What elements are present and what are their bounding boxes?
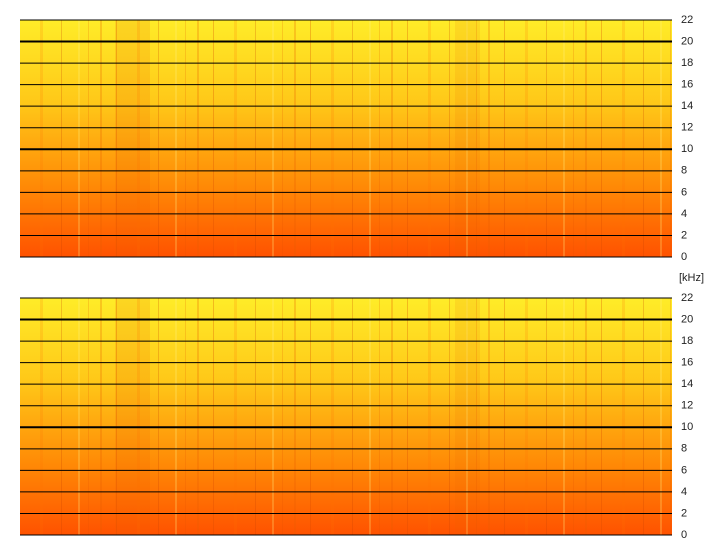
y-tick-label: 10 [681,143,693,155]
y-tick-label: 12 [681,122,693,134]
y-axis-label: [kHz] [679,272,704,284]
y-tick-label: 22 [681,292,693,304]
y-tick-label: 2 [681,229,687,241]
y-tick-label: 20 [681,313,693,325]
y-tick-label: 4 [681,208,687,220]
y-tick-label: 18 [681,335,693,347]
y-tick-label: 18 [681,57,693,69]
spectrogram-texture [20,298,672,535]
y-tick-label: 14 [681,100,693,112]
y-tick-label: 22 [681,14,693,26]
y-tick-label: 6 [681,464,687,476]
y-tick-label: 0 [681,251,687,263]
y-tick-label: 8 [681,165,687,177]
spectrogram-band [455,20,480,257]
y-tick-label: 16 [681,79,693,91]
y-tick-label: 16 [681,357,693,369]
spectrogram-band [115,298,150,535]
spectrogram-band [115,20,150,257]
y-tick-label: 2 [681,507,687,519]
y-tick-label: 12 [681,400,693,412]
y-tick-label: 20 [681,35,693,47]
spectrogram-band [455,298,480,535]
spectrogram-texture [20,20,672,257]
y-tick-label: 4 [681,486,687,498]
y-tick-label: 10 [681,421,693,433]
y-tick-label: 6 [681,186,687,198]
y-tick-label: 14 [681,378,693,390]
y-tick-label: 8 [681,443,687,455]
y-tick-label: 0 [681,529,687,541]
